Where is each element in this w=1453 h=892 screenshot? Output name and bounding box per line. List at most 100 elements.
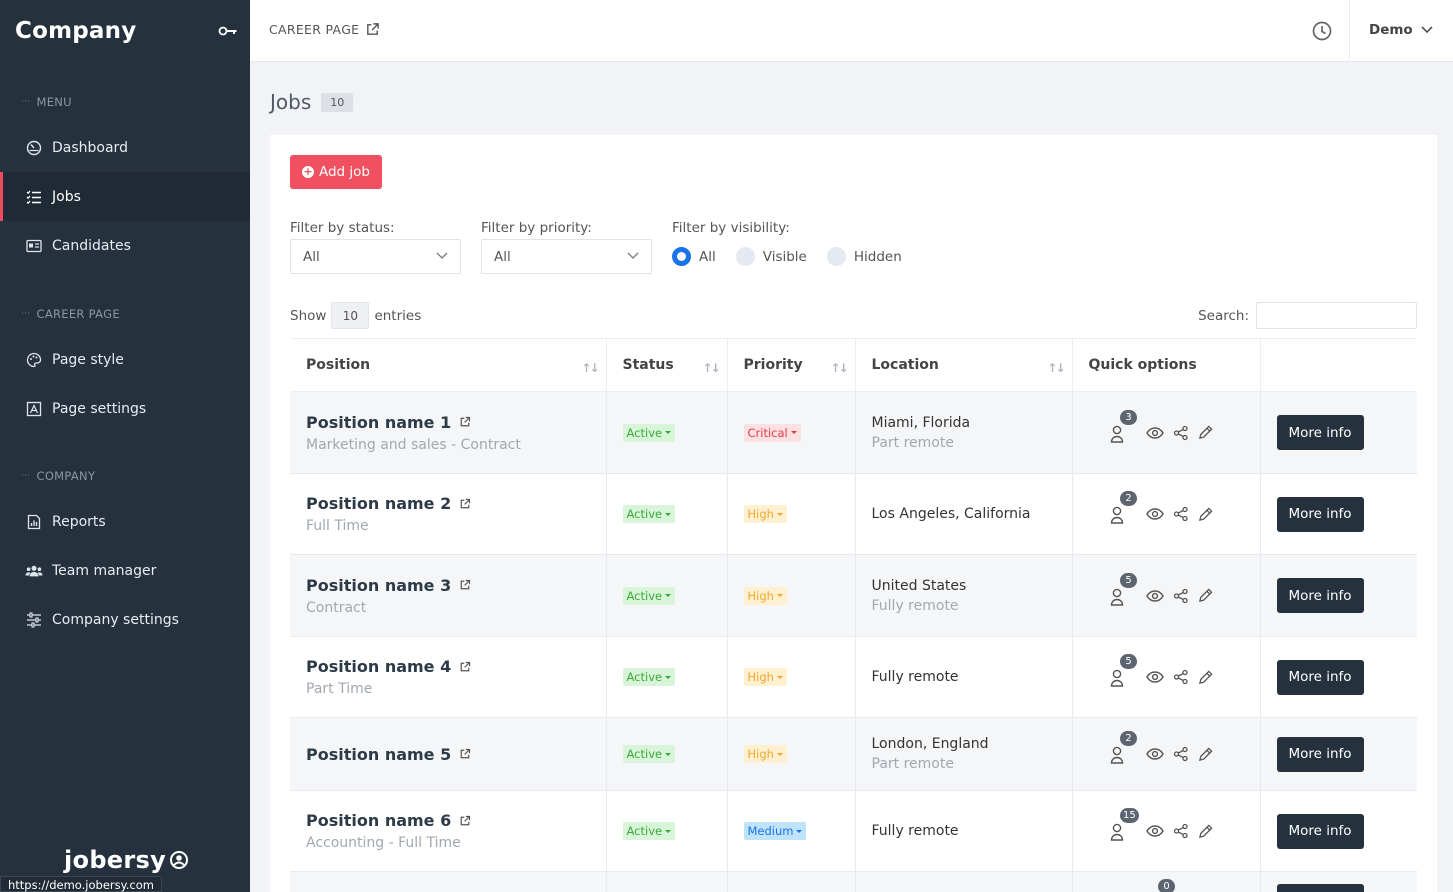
- eye-icon[interactable]: [1146, 825, 1164, 837]
- add-job-button[interactable]: + Add job: [290, 155, 382, 189]
- external-link-icon[interactable]: [459, 815, 471, 827]
- status-badge[interactable]: Active: [622, 745, 676, 763]
- sidebar-item-company-settings[interactable]: Company settings: [0, 595, 250, 644]
- column-header-status[interactable]: Status ↑↓: [606, 338, 728, 392]
- more-info-button[interactable]: More info: [1276, 884, 1364, 892]
- location-main: Los Angeles, California: [871, 506, 1031, 522]
- more-info-button[interactable]: More info: [1276, 496, 1364, 532]
- position-title[interactable]: Position name 1: [306, 413, 606, 432]
- user-menu[interactable]: Demo: [1369, 22, 1433, 38]
- pencil-icon[interactable]: [1198, 669, 1213, 685]
- column-header-position[interactable]: Position ↑↓: [290, 338, 607, 392]
- position-name: Position name 3: [306, 575, 452, 595]
- position-title[interactable]: Position name 3: [306, 576, 606, 595]
- candidates-button[interactable]: 15: [1110, 808, 1139, 842]
- eye-icon[interactable]: [1146, 748, 1164, 760]
- career-page-link[interactable]: CAREER PAGE: [269, 22, 380, 37]
- topbar: CAREER PAGE Demo: [250, 0, 1453, 62]
- candidates-button[interactable]: 5: [1110, 654, 1137, 688]
- menu-section: ··· MENU Dashboard Jobs Candidates: [0, 92, 250, 270]
- priority-text: Medium: [747, 824, 794, 838]
- visibility-radio-all[interactable]: All: [672, 247, 716, 266]
- status-badge[interactable]: Active: [622, 586, 676, 605]
- candidates-button[interactable]: 2: [1110, 731, 1137, 765]
- more-info-button[interactable]: More info: [1276, 415, 1364, 450]
- candidates-button[interactable]: 3: [1110, 409, 1137, 444]
- sidebar-item-page-style[interactable]: Page style: [0, 335, 250, 384]
- status-filter-select[interactable]: All: [290, 239, 461, 274]
- share-icon[interactable]: [1173, 669, 1189, 685]
- share-icon[interactable]: [1173, 506, 1189, 522]
- visibility-radio-visible[interactable]: Visible: [735, 247, 807, 266]
- radio-dot: [826, 247, 846, 266]
- sidebar-item-jobs[interactable]: Jobs: [0, 172, 250, 221]
- pencil-icon[interactable]: [1198, 746, 1213, 762]
- more-info-button[interactable]: More info: [1276, 659, 1364, 695]
- sidebar-item-candidates[interactable]: Candidates: [0, 221, 250, 270]
- priority-badge[interactable]: Medium: [743, 822, 807, 840]
- external-link-icon[interactable]: [459, 416, 471, 428]
- position-title[interactable]: Position name 5: [306, 745, 606, 764]
- visibility-radio-hidden[interactable]: Hidden: [826, 247, 902, 266]
- key-icon[interactable]: [218, 25, 238, 37]
- external-link-icon[interactable]: [459, 661, 471, 673]
- position-title[interactable]: Position name 6: [306, 811, 606, 830]
- eye-icon[interactable]: [1146, 426, 1164, 439]
- status-badge[interactable]: Active: [622, 505, 676, 523]
- sort-icon[interactable]: ↑↓: [830, 361, 848, 375]
- position-title[interactable]: Position name 2: [306, 494, 606, 513]
- eye-icon[interactable]: [1146, 508, 1164, 520]
- entries-label: entries: [374, 307, 422, 324]
- status-badge[interactable]: Active: [622, 423, 676, 442]
- sort-icon[interactable]: ↑↓: [1047, 361, 1065, 375]
- status-badge[interactable]: Active: [622, 668, 676, 686]
- priority-badge[interactable]: Critical: [743, 423, 801, 442]
- eye-icon[interactable]: [1146, 589, 1164, 602]
- pencil-icon[interactable]: [1198, 425, 1213, 440]
- column-header-quick-options: Quick options: [1072, 338, 1261, 392]
- share-icon[interactable]: [1173, 588, 1189, 604]
- more-info-button[interactable]: More info: [1276, 813, 1364, 849]
- candidates-button[interactable]: 0: [1148, 878, 1175, 892]
- sort-icon[interactable]: ↑↓: [702, 361, 720, 375]
- pencil-icon[interactable]: [1198, 823, 1213, 839]
- candidates-button[interactable]: 5: [1110, 572, 1137, 607]
- column-header-location[interactable]: Location ↑↓: [855, 338, 1073, 392]
- external-link-icon[interactable]: [459, 748, 471, 760]
- eye-icon[interactable]: [1146, 671, 1164, 683]
- share-icon[interactable]: [1173, 425, 1189, 441]
- priority-badge[interactable]: High: [743, 668, 787, 686]
- quick-options: 0: [1089, 878, 1260, 892]
- share-icon[interactable]: [1173, 823, 1189, 839]
- priority-badge[interactable]: High: [743, 586, 787, 605]
- share-icon[interactable]: [1173, 746, 1189, 762]
- position-name: Position name 5: [306, 744, 452, 764]
- sidebar-item-team-manager[interactable]: Team manager: [0, 546, 250, 595]
- pencil-icon[interactable]: [1198, 588, 1213, 603]
- priority-filter-select[interactable]: All: [481, 239, 652, 274]
- list-icon: [25, 188, 43, 206]
- column-header-priority[interactable]: Priority ↑↓: [727, 338, 856, 392]
- priority-cell: High: [727, 636, 856, 718]
- sidebar-item-dashboard[interactable]: Dashboard: [0, 123, 250, 172]
- sidebar-item-reports[interactable]: Reports: [0, 497, 250, 546]
- page-icon: [25, 400, 43, 418]
- search-input[interactable]: [1256, 302, 1417, 329]
- status-badge[interactable]: Active: [622, 822, 676, 840]
- external-link-icon[interactable]: [459, 498, 471, 510]
- clock-icon[interactable]: [1312, 21, 1332, 41]
- candidates-button[interactable]: 2: [1110, 491, 1137, 525]
- priority-badge[interactable]: High: [743, 505, 787, 523]
- sidebar-item-page-settings[interactable]: Page settings: [0, 384, 250, 433]
- external-link-icon[interactable]: [459, 579, 471, 591]
- pencil-icon[interactable]: [1198, 506, 1213, 522]
- section-title-text: COMPANY: [36, 469, 96, 483]
- position-subtitle: Accounting - Full Time: [306, 835, 461, 851]
- more-info-button[interactable]: More info: [1276, 736, 1364, 772]
- priority-badge[interactable]: High: [743, 745, 787, 763]
- sort-icon[interactable]: ↑↓: [581, 361, 599, 375]
- more-info-button[interactable]: More info: [1276, 578, 1364, 613]
- add-job-label: Add job: [318, 164, 370, 180]
- position-title[interactable]: Position name 4: [306, 657, 606, 676]
- entries-select[interactable]: 10: [331, 302, 370, 329]
